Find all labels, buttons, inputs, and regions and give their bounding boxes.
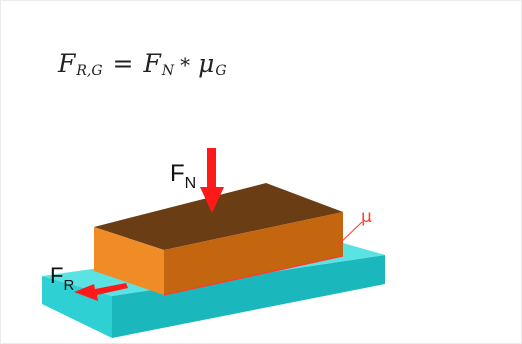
block bbox=[94, 183, 344, 296]
formula-coef-subscript: G bbox=[215, 63, 227, 79]
block-front-face bbox=[94, 227, 164, 295]
friction-force-arrow bbox=[74, 283, 128, 301]
left-arrow-icon bbox=[74, 283, 128, 301]
block-contact-edge bbox=[163, 255, 344, 296]
formula-rhs-subscript: N bbox=[161, 63, 175, 79]
normal-force-label: FN bbox=[170, 160, 196, 192]
normal-force-arrow bbox=[200, 148, 224, 213]
formula-rhs-symbol: F bbox=[143, 49, 161, 78]
formula-lhs-symbol: F bbox=[58, 49, 76, 78]
normal-force-symbol: F bbox=[170, 160, 185, 187]
formula-equals: = bbox=[112, 49, 134, 78]
down-arrow-icon bbox=[200, 148, 224, 213]
friction-force-label: FR bbox=[50, 263, 74, 294]
block-side-face bbox=[164, 212, 343, 295]
formula-coef-symbol: μ bbox=[198, 49, 215, 78]
friction-formula: F R,G = F N * μ G bbox=[58, 51, 227, 95]
formula-lhs-subscript: R,G bbox=[76, 63, 103, 79]
friction-coef-pointer bbox=[337, 221, 363, 246]
friction-coef-label: μ bbox=[361, 207, 372, 227]
normal-force-subscript: N bbox=[185, 175, 197, 192]
friction-force-subscript: R bbox=[63, 277, 74, 294]
friction-force-symbol: F bbox=[50, 263, 63, 288]
block-top-face bbox=[94, 183, 343, 250]
plate-side-face bbox=[112, 255, 385, 338]
formula-operator: * bbox=[180, 53, 191, 77]
